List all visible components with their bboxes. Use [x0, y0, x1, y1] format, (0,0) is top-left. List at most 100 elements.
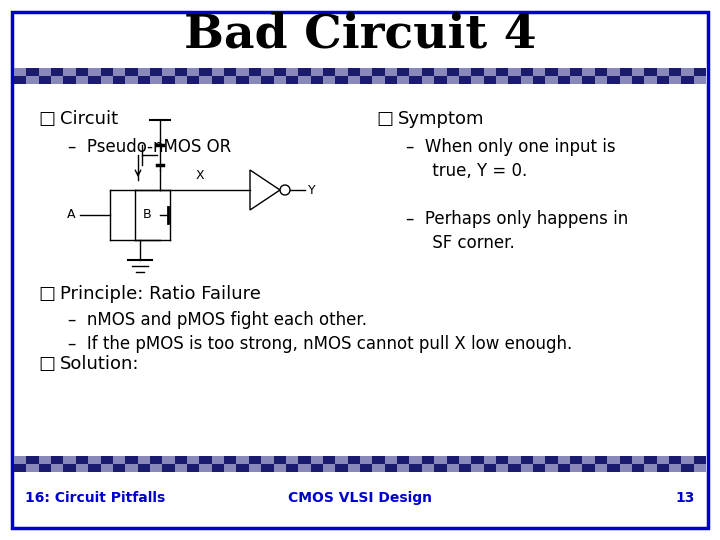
Bar	[51, 464, 63, 472]
Bar	[533, 456, 545, 464]
Bar	[274, 76, 286, 84]
Bar	[384, 456, 397, 464]
Bar	[187, 76, 199, 84]
Bar	[372, 68, 384, 76]
Bar	[261, 456, 274, 464]
Bar	[286, 68, 298, 76]
Bar	[199, 68, 212, 76]
Text: Solution:: Solution:	[60, 355, 140, 373]
Bar	[410, 68, 422, 76]
Bar	[261, 68, 274, 76]
Bar	[175, 68, 187, 76]
Bar	[274, 68, 286, 76]
Bar	[224, 68, 236, 76]
Bar	[310, 76, 323, 84]
Bar	[434, 464, 446, 472]
Bar	[595, 68, 607, 76]
Bar	[607, 76, 619, 84]
Bar	[484, 456, 496, 464]
Bar	[27, 456, 39, 464]
Bar	[619, 76, 632, 84]
Bar	[397, 464, 410, 472]
Bar	[545, 464, 558, 472]
Bar	[224, 456, 236, 464]
Bar	[471, 464, 484, 472]
Bar	[422, 76, 434, 84]
Bar	[595, 456, 607, 464]
Bar	[236, 456, 249, 464]
Bar	[101, 456, 113, 464]
Bar	[644, 68, 657, 76]
Bar	[595, 464, 607, 472]
Bar	[496, 456, 508, 464]
Text: 13: 13	[675, 491, 695, 505]
Bar	[310, 464, 323, 472]
Bar	[607, 456, 619, 464]
Bar	[14, 76, 27, 84]
Bar	[51, 456, 63, 464]
Bar	[76, 464, 88, 472]
Bar	[113, 76, 125, 84]
Bar	[199, 456, 212, 464]
Bar	[619, 68, 632, 76]
Bar	[199, 464, 212, 472]
Bar	[162, 76, 175, 84]
Bar	[558, 68, 570, 76]
Bar	[471, 456, 484, 464]
Bar	[484, 76, 496, 84]
Text: 16: Circuit Pitfalls: 16: Circuit Pitfalls	[25, 491, 166, 505]
Bar	[360, 456, 372, 464]
Bar	[88, 464, 101, 472]
Bar	[693, 464, 706, 472]
Bar	[521, 456, 533, 464]
Bar	[298, 464, 310, 472]
Bar	[397, 456, 410, 464]
Bar	[410, 456, 422, 464]
Bar	[212, 456, 224, 464]
Bar	[644, 464, 657, 472]
Bar	[397, 68, 410, 76]
Bar	[681, 76, 693, 84]
Bar	[669, 76, 681, 84]
Bar	[310, 68, 323, 76]
Bar	[384, 76, 397, 84]
Bar	[39, 456, 51, 464]
Bar	[681, 456, 693, 464]
Bar	[27, 76, 39, 84]
Bar	[249, 68, 261, 76]
Bar	[508, 464, 521, 472]
Bar	[632, 456, 644, 464]
Bar	[384, 68, 397, 76]
Text: B: B	[143, 208, 152, 221]
Bar	[175, 76, 187, 84]
Bar	[286, 464, 298, 472]
Bar	[101, 464, 113, 472]
Bar	[607, 464, 619, 472]
Bar	[570, 456, 582, 464]
Bar	[533, 76, 545, 84]
Bar	[39, 464, 51, 472]
Bar	[410, 464, 422, 472]
Bar	[422, 464, 434, 472]
Bar	[27, 68, 39, 76]
Text: Circuit: Circuit	[60, 110, 118, 128]
Bar	[298, 456, 310, 464]
Bar	[14, 68, 27, 76]
Bar	[336, 76, 348, 84]
Bar	[138, 68, 150, 76]
Bar	[545, 68, 558, 76]
Bar	[63, 68, 76, 76]
Bar	[212, 76, 224, 84]
Bar	[150, 76, 162, 84]
Bar	[138, 76, 150, 84]
Bar	[187, 464, 199, 472]
Bar	[508, 456, 521, 464]
Bar	[570, 68, 582, 76]
Bar	[199, 76, 212, 84]
Bar	[162, 68, 175, 76]
Bar	[236, 76, 249, 84]
Bar	[471, 76, 484, 84]
Bar	[187, 456, 199, 464]
Bar	[336, 456, 348, 464]
Text: –  When only one input is
     true, Y = 0.: – When only one input is true, Y = 0.	[406, 138, 616, 180]
